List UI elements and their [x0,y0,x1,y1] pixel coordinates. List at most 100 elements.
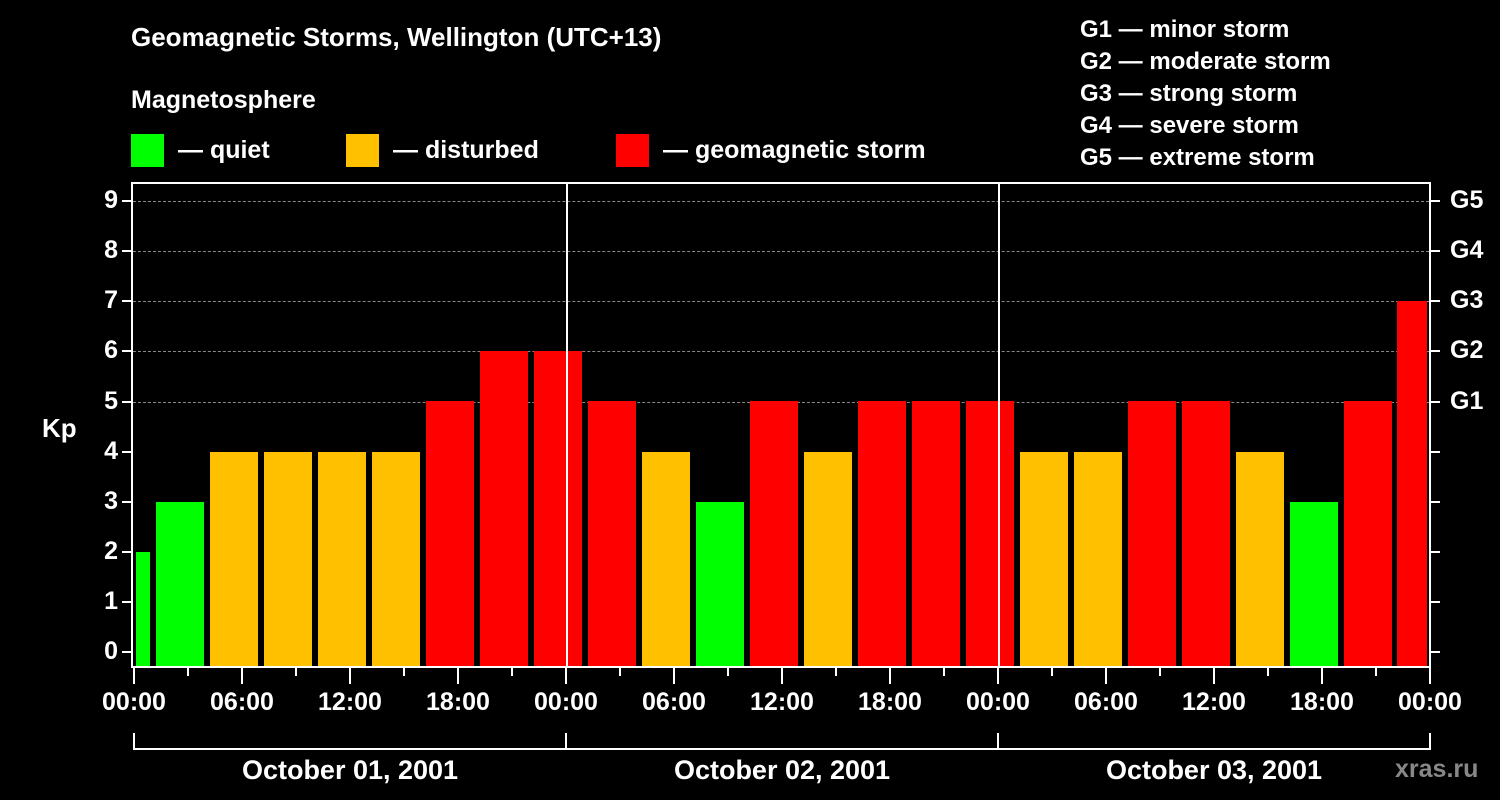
watermark: xras.ru [1395,755,1479,783]
x-tick [1213,668,1215,684]
x-tick [943,668,945,676]
y2-tick [1430,200,1440,202]
bar [156,502,204,666]
bar [750,401,798,666]
y2-tick [1430,601,1440,603]
legend-quiet: — quiet [131,133,270,167]
g5-legend: G5 — extreme storm [1080,144,1315,171]
g4-legend: G4 — severe storm [1080,112,1299,139]
storm-swatch-icon [616,133,649,167]
x-tick [133,668,135,684]
day-separator [998,182,1000,668]
legend-disturbed: — disturbed [346,133,539,167]
x-tick-label: 12:00 [750,688,814,716]
bar [1128,401,1176,666]
y-tick [122,250,132,252]
legend-storm: — geomagnetic storm [616,133,926,167]
date-bracket-tick [1429,733,1431,749]
bar [642,452,690,666]
x-tick [835,668,837,676]
x-tick-label: 06:00 [1074,688,1138,716]
y-tick-label: 1 [104,587,118,615]
bar [264,452,312,666]
bar [696,502,744,666]
y2-tick [1430,451,1440,453]
x-tick [403,668,405,676]
x-tick-label: 18:00 [1290,688,1354,716]
y2-tick [1430,501,1440,503]
bar [1397,301,1427,666]
date-label: October 01, 2001 [241,755,459,785]
x-tick [241,668,243,684]
x-tick [349,668,351,684]
bar [912,401,960,666]
y-tick [122,501,132,503]
bar [1182,401,1230,666]
bar [136,552,150,666]
plot-frame [131,182,1431,668]
gridline [133,301,1429,302]
y-tick [122,451,132,453]
x-tick-label: 12:00 [318,688,382,716]
x-tick [1375,668,1377,676]
x-tick [1105,668,1107,684]
bar [210,452,258,666]
bar [858,401,906,666]
y-tick-label: 9 [104,186,118,214]
y-tick [122,200,132,202]
bar [804,452,852,666]
x-tick [187,668,189,676]
x-tick [565,668,567,684]
x-tick [673,668,675,684]
y2-tick [1430,350,1440,352]
x-tick [1159,668,1161,676]
y-tick [122,651,132,653]
g-tick-label: G2 [1450,336,1484,364]
bar [1074,452,1122,666]
g3-legend: G3 — strong storm [1080,80,1298,107]
x-tick [619,668,621,676]
y2-tick [1430,651,1440,653]
bar [1290,502,1338,666]
y-tick [122,601,132,603]
bar [1020,452,1068,666]
date-bracket-tick [997,733,999,749]
y2-tick [1430,401,1440,403]
x-tick [1051,668,1053,676]
chart-title: Geomagnetic Storms, Wellington (UTC+13) [131,22,662,52]
y-tick-label: 8 [104,236,118,264]
y-tick-label: 5 [104,387,118,415]
x-tick-label: 00:00 [102,688,166,716]
y-tick [122,551,132,553]
disturbed-swatch-icon [346,133,379,167]
y-tick [122,300,132,302]
date-label: October 03, 2001 [1105,755,1323,785]
bar [1344,401,1392,666]
gridline [133,251,1429,252]
g-tick-label: G1 [1450,387,1484,415]
bar [966,401,1014,666]
gridline [133,351,1429,352]
x-tick-label: 18:00 [426,688,490,716]
y2-tick [1430,551,1440,553]
x-tick [889,668,891,684]
g2-legend: G2 — moderate storm [1080,48,1331,75]
day-separator [566,182,568,668]
x-tick-label: 06:00 [642,688,706,716]
bar [426,401,474,666]
y2-tick [1430,250,1440,252]
chart-subtitle: Magnetosphere [131,86,316,114]
gridline [133,201,1429,202]
x-tick [457,668,459,684]
x-tick-label: 18:00 [858,688,922,716]
legend-label: — quiet [178,135,270,164]
x-tick [1321,668,1323,684]
bar [1236,452,1284,666]
g1-legend: G1 — minor storm [1080,16,1290,43]
x-tick [511,668,513,676]
g-tick-label: G5 [1450,186,1484,214]
bar [588,401,636,666]
x-tick [1267,668,1269,676]
y-tick-label: 2 [104,537,118,565]
y-tick [122,401,132,403]
